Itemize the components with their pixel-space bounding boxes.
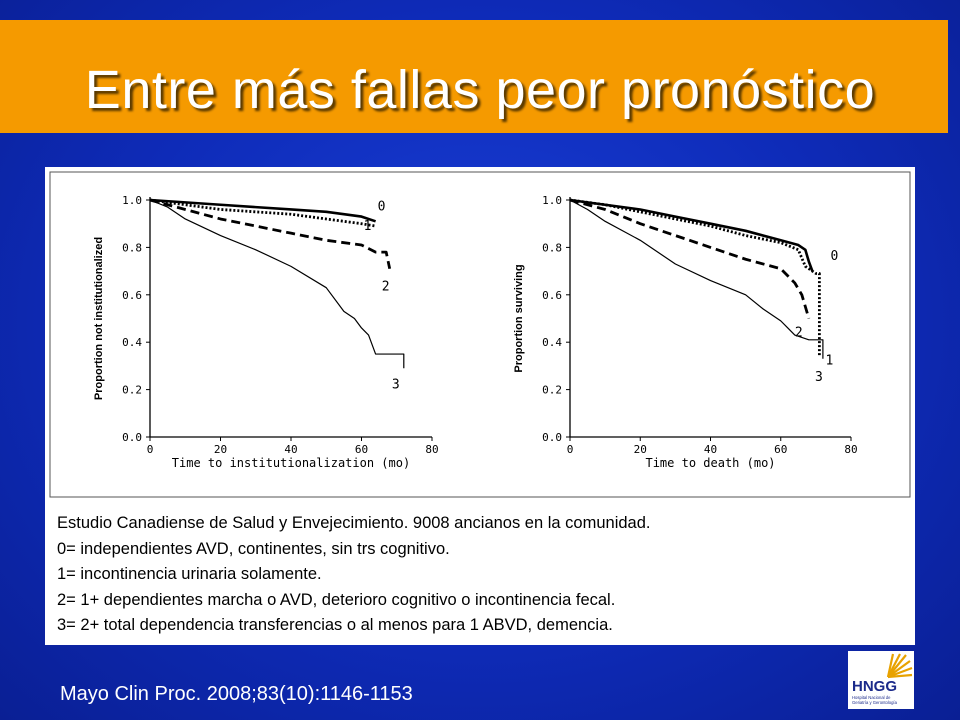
series-line-2 xyxy=(569,198,811,319)
x-axis-label: Time to institutionalization (mo) xyxy=(172,456,410,470)
svg-text:Hospital Nacional de: Hospital Nacional de xyxy=(852,695,891,700)
caption: Estudio Canadiense de Salud y Envejecimi… xyxy=(57,511,907,639)
y-tick-label: 0.8 xyxy=(122,241,142,254)
series-label-1: 1 xyxy=(364,219,372,234)
x-tick-label: 40 xyxy=(284,443,297,456)
series-label-2: 2 xyxy=(382,280,390,295)
series-line-2 xyxy=(149,198,392,270)
x-tick-label: 0 xyxy=(147,443,154,456)
y-tick-label: 1.0 xyxy=(542,194,562,207)
series-label-3: 3 xyxy=(815,370,823,385)
x-tick-label: 40 xyxy=(704,443,717,456)
series-line-0 xyxy=(569,198,814,272)
figure-border xyxy=(49,171,911,498)
y-axis-label: Proportion surviving xyxy=(513,264,525,372)
y-tick-label: 0.4 xyxy=(122,336,142,349)
y-tick-label: 0.0 xyxy=(542,431,562,444)
svg-text:Geriatría y Gerontología: Geriatría y Gerontología xyxy=(852,700,898,705)
title-bar xyxy=(0,20,948,133)
hospital-logo: HNGG Hospital Nacional de Geriatría y Ge… xyxy=(848,651,914,709)
series-line-0 xyxy=(149,198,377,223)
series-line-3 xyxy=(569,199,824,359)
x-tick-label: 80 xyxy=(844,443,857,456)
caption-line-3: 3= 2+ total dependencia transferencias o… xyxy=(57,616,613,634)
series-line-3 xyxy=(149,199,405,369)
citation: Mayo Clin Proc. 2008;83(10):1146-1153 xyxy=(60,683,413,705)
y-tick-label: 0.6 xyxy=(542,289,562,302)
y-tick-label: 0.4 xyxy=(542,336,562,349)
x-tick-label: 60 xyxy=(774,443,787,456)
logo-text: HNGG xyxy=(852,678,897,695)
y-tick-label: 1.0 xyxy=(122,194,142,207)
y-tick-label: 0.8 xyxy=(542,241,562,254)
series-label-0: 0 xyxy=(378,199,386,214)
slide-title: Entre más fallas peor pronóstico xyxy=(84,60,876,120)
y-tick-label: 0.6 xyxy=(122,289,142,302)
y-tick-label: 0.2 xyxy=(122,384,142,397)
caption-line-2: 2= 1+ dependientes marcha o AVD, deterio… xyxy=(57,590,616,609)
x-tick-label: 80 xyxy=(425,443,438,456)
x-tick-label: 0 xyxy=(567,443,574,456)
sun-rays-icon: HNGG Hospital Nacional de Geriatría y Ge… xyxy=(852,653,913,705)
series-label-2: 2 xyxy=(795,326,803,341)
caption-line-study: Estudio Canadiense de Salud y Envejecimi… xyxy=(57,514,651,532)
figure-panel: 0.0 0.2 0.4 0.6 0.8 1.0 0 20 40 60 80 Time to insti… xyxy=(45,167,915,645)
series-line-1 xyxy=(569,198,821,357)
x-tick-label: 60 xyxy=(355,443,368,456)
series-label-0: 0 xyxy=(830,249,838,264)
y-tick-label: 0.0 xyxy=(122,431,142,444)
x-tick-label: 20 xyxy=(634,443,647,456)
x-tick-label: 20 xyxy=(214,443,227,456)
x-axis-label: Time to death (mo) xyxy=(645,456,775,470)
y-tick-label: 0.2 xyxy=(542,384,562,397)
series-line-1 xyxy=(149,198,376,228)
series-label-1: 1 xyxy=(825,353,833,368)
caption-line-1: 1= incontinencia urinaria solamente. xyxy=(57,565,322,583)
caption-line-0: 0= independientes AVD, continentes, sin … xyxy=(57,539,450,558)
y-axis-label: Proportion not institutionalized xyxy=(93,237,105,400)
series-label-3: 3 xyxy=(392,377,400,392)
